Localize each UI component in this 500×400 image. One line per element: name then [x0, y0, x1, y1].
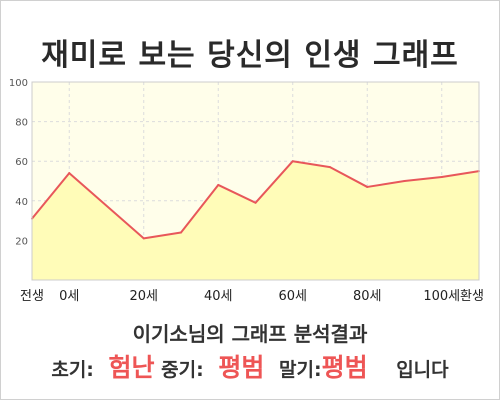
middle-value: 평범	[218, 353, 265, 382]
series-area	[32, 161, 479, 280]
result-summary: 초기: 험난 중기: 평범 말기:평범 입니다	[0, 348, 500, 384]
data-point	[329, 166, 331, 169]
series-line	[31, 160, 480, 240]
late-value: 평범	[321, 353, 368, 382]
x-tick-label: 100세	[423, 289, 460, 304]
x-tick-label: 80세	[353, 289, 382, 304]
y-tick-label: 40	[15, 197, 28, 208]
late-label: 말기:	[279, 359, 322, 381]
x-tick-label: 20세	[129, 289, 158, 304]
early-label: 초기:	[51, 359, 94, 381]
y-tick-label: 100	[9, 78, 28, 89]
data-point	[291, 160, 294, 163]
data-point	[254, 201, 257, 204]
early-value: 험난	[108, 353, 155, 382]
y-tick-label: 20	[15, 236, 28, 247]
data-point	[68, 172, 71, 175]
result-title: 이기소님의 그래프 분석결과	[132, 322, 368, 346]
result-suffix: 입니다	[396, 359, 449, 381]
data-point	[217, 183, 220, 186]
data-point	[440, 176, 443, 179]
page-title: 재미로 보는 당신의 인생 그래프	[41, 38, 459, 73]
x-tick-label: 40세	[204, 289, 233, 304]
data-point	[403, 180, 406, 182]
plot-border	[31, 81, 480, 281]
x-tick-label: 환생	[460, 289, 484, 304]
middle-label: 중기:	[161, 359, 204, 381]
x-tick-label: 전생	[20, 289, 44, 304]
data-point	[180, 231, 182, 234]
y-tick-label: 80	[15, 118, 28, 129]
y-tick-label: 60	[15, 157, 28, 168]
x-tick-label: 0세	[59, 289, 79, 304]
x-tick-label: 60세	[278, 289, 307, 304]
data-point	[366, 185, 369, 188]
data-point	[142, 237, 145, 240]
